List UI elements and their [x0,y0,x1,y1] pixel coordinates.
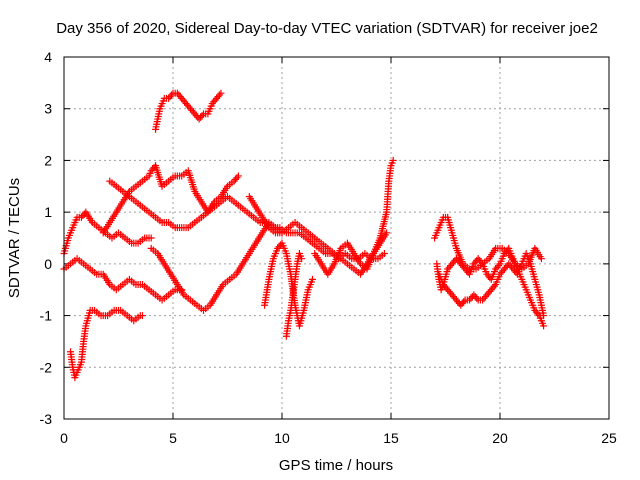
y-tick-label: -3 [40,411,53,427]
x-tick-label: 20 [492,430,508,446]
data-point [217,89,225,97]
y-tick-label: 2 [44,152,52,168]
series-track-f [152,89,225,133]
data-point [389,156,397,164]
series-track-i [261,239,317,330]
data-point [234,172,242,180]
x-tick-label: 25 [601,430,617,446]
series-track-n [431,213,545,273]
data-point [198,112,206,120]
series-track-k [311,156,397,278]
series-track-a [60,208,155,258]
grid-lines [64,57,609,419]
data-point [233,174,241,182]
data-point [534,310,542,318]
y-tick-label: 4 [44,49,52,65]
plot-frame [63,56,610,420]
data-point [460,298,468,306]
series-track-c [67,306,146,382]
series-track-b [60,255,186,304]
y-axis-label: SDTVAR / TECUs [6,178,23,298]
data-point [490,282,498,290]
series-track-m [435,250,548,320]
data-point [380,250,388,258]
data-point [495,262,503,270]
x-tick-label: 10 [274,430,290,446]
x-tick-label: 15 [383,430,399,446]
chart-title: Day 356 of 2020, Sidereal Day-to-day VTE… [56,20,598,37]
series-track-j [282,250,306,340]
data-point [138,312,146,320]
data-point [168,91,176,99]
x-tick-label: 0 [60,430,68,446]
y-tick-label: -1 [40,308,53,324]
data-points [60,89,548,382]
y-tick-labels: -3 -2 -1 0 1 2 3 4 [40,49,53,427]
y-tick-label: -2 [40,359,53,375]
data-point [309,275,317,283]
x-tick-labels: 0 5 10 15 20 25 [60,430,617,446]
y-tick-label: 1 [44,204,52,220]
data-point [147,234,155,242]
data-point [298,255,306,263]
data-point [540,312,548,320]
data-point [540,322,548,330]
x-axis-label: GPS time / hours [279,457,393,474]
series-track-e [99,162,242,237]
x-tick-label: 5 [169,430,177,446]
data-point [473,294,481,302]
y-tick-label: 3 [44,101,52,117]
data-point [537,255,545,263]
data-point [216,91,224,99]
series-track-d [106,177,388,263]
y-tick-label: 0 [44,256,52,272]
